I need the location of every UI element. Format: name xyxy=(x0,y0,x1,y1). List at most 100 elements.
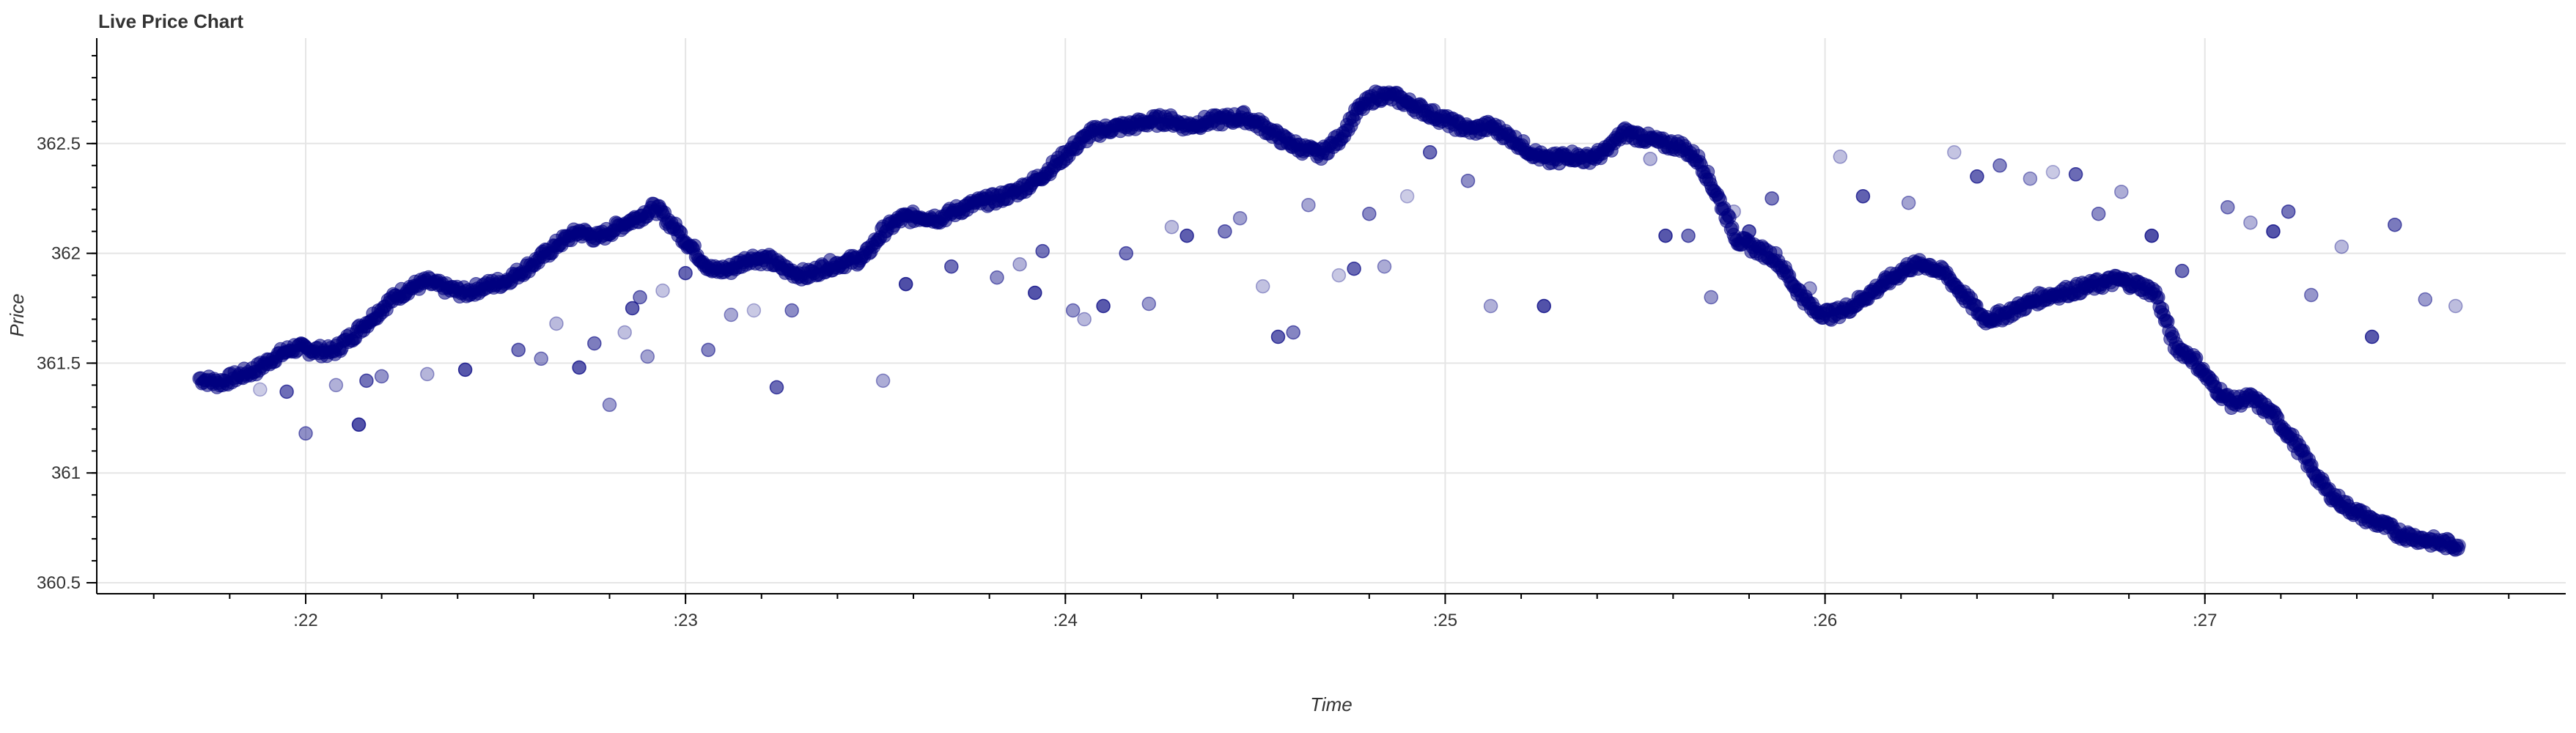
chart-title: Live Price Chart xyxy=(98,10,243,32)
data-point xyxy=(1377,259,1392,274)
data-point xyxy=(374,369,389,384)
data-point xyxy=(1012,257,1027,272)
data-point xyxy=(1970,169,1984,184)
y-tick-label: 360.5 xyxy=(37,573,81,593)
data-point xyxy=(298,426,313,441)
data-point xyxy=(587,336,602,351)
data-point xyxy=(1301,197,1316,213)
data-point xyxy=(990,270,1004,285)
data-point xyxy=(1483,298,1498,314)
data-point xyxy=(2045,165,2061,180)
data-point xyxy=(2452,539,2466,553)
y-tick-label: 361 xyxy=(51,463,81,483)
data-point xyxy=(2023,171,2038,186)
data-point xyxy=(1119,246,1133,261)
data-point xyxy=(1833,150,1848,164)
data-point xyxy=(511,342,526,358)
data-point xyxy=(1362,206,1377,221)
x-axis-label: Time xyxy=(1310,693,1353,715)
data-point xyxy=(1878,274,1894,290)
y-tick-label: 362.5 xyxy=(37,134,81,154)
y-tick-label: 361.5 xyxy=(37,353,81,373)
data-point xyxy=(655,283,670,298)
data-point xyxy=(359,373,374,388)
y-axis-label: Price xyxy=(6,293,28,336)
data-point xyxy=(1537,298,1551,314)
data-point xyxy=(1643,152,1657,166)
data-point xyxy=(2174,263,2190,279)
x-tick-label: :27 xyxy=(2193,611,2217,630)
y-tick-label: 362 xyxy=(51,244,81,264)
x-tick-label: :22 xyxy=(293,611,317,630)
data-point xyxy=(1992,158,2007,173)
data-point xyxy=(1035,243,1050,259)
data-point xyxy=(2144,228,2159,243)
data-point xyxy=(1422,145,1438,160)
data-point xyxy=(534,351,548,366)
data-point xyxy=(2334,239,2349,254)
data-point xyxy=(1255,279,1270,294)
data-point xyxy=(1901,195,1916,210)
data-point xyxy=(1286,325,1300,340)
data-point xyxy=(1028,285,1042,301)
data-point xyxy=(1232,210,1248,226)
data-point xyxy=(1460,173,1476,188)
data-point xyxy=(1658,228,1673,243)
x-tick-label: :23 xyxy=(673,611,697,630)
data-point xyxy=(253,382,268,397)
data-point xyxy=(457,362,473,377)
data-point xyxy=(1065,303,1081,318)
data-point xyxy=(701,342,715,358)
data-point xyxy=(1164,219,1180,235)
axes: 360.5 361 361.5 362 362.5:22:23:24:25:26:27 xyxy=(37,38,2566,630)
data-point xyxy=(784,303,799,318)
data-point xyxy=(2418,292,2433,307)
data-point xyxy=(1742,224,1756,239)
data-point xyxy=(1141,296,1157,312)
data-point xyxy=(2448,298,2463,314)
data-points xyxy=(192,84,2466,557)
data-point xyxy=(2243,215,2258,230)
data-point xyxy=(1855,188,1871,204)
data-point xyxy=(1764,191,1779,206)
x-tick-label: :26 xyxy=(1813,611,1837,630)
data-point xyxy=(746,303,762,318)
data-point xyxy=(625,301,640,316)
data-point xyxy=(1218,224,1232,239)
data-point xyxy=(1803,281,1817,296)
data-point xyxy=(1552,156,1567,171)
data-point xyxy=(328,377,344,393)
data-point xyxy=(1589,150,1605,164)
data-point xyxy=(1399,188,1415,204)
data-point xyxy=(875,373,891,388)
data-point xyxy=(640,349,655,364)
data-point xyxy=(1180,228,1194,243)
data-point xyxy=(420,366,435,382)
data-point xyxy=(724,307,739,323)
data-point xyxy=(1726,204,1741,219)
data-point xyxy=(2266,224,2281,239)
data-point xyxy=(2068,167,2083,182)
data-point xyxy=(549,316,564,331)
data-point xyxy=(2091,206,2106,221)
data-point xyxy=(1947,145,1962,160)
data-point xyxy=(678,265,693,281)
data-point xyxy=(2220,199,2235,215)
data-point xyxy=(2114,184,2129,199)
data-point xyxy=(1096,298,1111,314)
data-point xyxy=(1681,228,1696,243)
data-point xyxy=(602,397,617,413)
data-point xyxy=(1704,290,1718,305)
data-point xyxy=(1331,268,1347,283)
data-point xyxy=(898,276,913,292)
grid xyxy=(97,38,2566,594)
data-point xyxy=(279,384,294,399)
data-point xyxy=(2388,217,2402,232)
data-point xyxy=(617,325,632,340)
data-point xyxy=(351,417,367,432)
x-tick-label: :25 xyxy=(1433,611,1457,630)
data-point xyxy=(2364,329,2380,345)
data-point xyxy=(633,290,647,305)
data-point xyxy=(1347,261,1361,276)
